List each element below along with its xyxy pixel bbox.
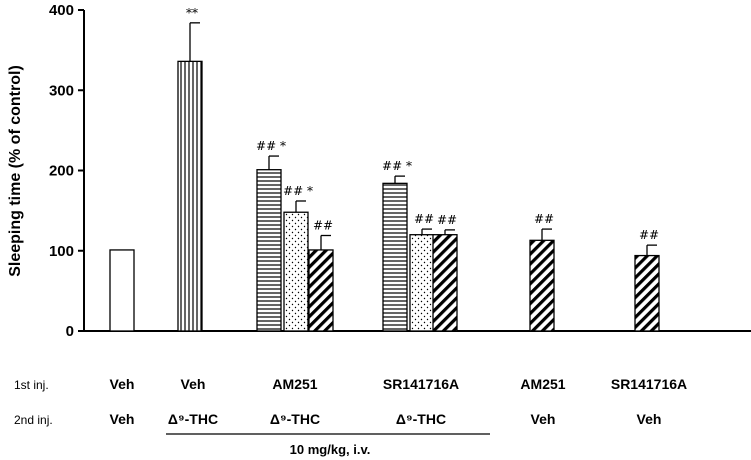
y-ticks: 0 100 200 300 400	[49, 2, 84, 340]
y-axis-label: Sleeping time (% of control)	[7, 65, 24, 277]
bar-vertical	[177, 60, 203, 332]
y-tick-label: 0	[66, 323, 74, 340]
y-tick-label: 400	[49, 2, 74, 19]
significance-label: ##	[639, 228, 659, 242]
first-injection-value: Veh	[110, 376, 135, 392]
significance-label: ## *	[382, 159, 412, 173]
significance-label: **	[186, 6, 198, 20]
y-tick-label: 300	[49, 82, 74, 99]
bar-dots	[409, 234, 435, 332]
bar-horizontal	[382, 182, 408, 332]
y-tick-label: 100	[49, 243, 74, 260]
first-injection-value: SR141716A	[611, 376, 687, 392]
second-injection-value: Δ⁹-THC	[396, 411, 446, 427]
bar-dots	[283, 211, 309, 332]
y-tick-label: 200	[49, 163, 74, 180]
dose-note: 10 mg/kg, i.v.	[290, 442, 371, 457]
first-injection-value: Veh	[181, 376, 206, 392]
bar-open	[109, 249, 135, 332]
second-injection-value: Δ⁹-THC	[270, 411, 320, 427]
significance-label: ##	[414, 212, 434, 226]
second-injection-value: Δ⁹-THC	[168, 411, 218, 427]
second-injection-value: Veh	[110, 411, 135, 427]
second-injection-value: Veh	[531, 411, 556, 427]
significance-label: ##	[437, 213, 457, 227]
first-injection-label: 1st inj.	[14, 378, 49, 392]
significance-label: ##	[534, 212, 554, 226]
bar-diagonal	[634, 254, 660, 332]
first-injection-value: SR141716A	[383, 376, 459, 392]
first-injection-value: AM251	[272, 376, 317, 392]
bar-horizontal	[256, 169, 282, 332]
significance-label: ## *	[256, 139, 286, 153]
significance-label: ## *	[283, 184, 313, 198]
first-injection-row: Veh Veh AM251 SR141716A AM251 SR141716A	[110, 376, 688, 392]
second-injection-value: Veh	[637, 411, 662, 427]
first-injection-value: AM251	[520, 376, 565, 392]
second-injection-row: Veh Δ⁹-THC Δ⁹-THC Δ⁹-THC Veh Veh	[110, 411, 662, 427]
bar-diagonal	[529, 239, 555, 332]
bars: **## *## *#### *## ## ####	[109, 6, 660, 332]
bar-diagonal	[432, 234, 458, 332]
significance-label: ##	[313, 219, 333, 233]
second-injection-label: 2nd inj.	[14, 413, 53, 427]
bar-diagonal	[308, 249, 334, 332]
